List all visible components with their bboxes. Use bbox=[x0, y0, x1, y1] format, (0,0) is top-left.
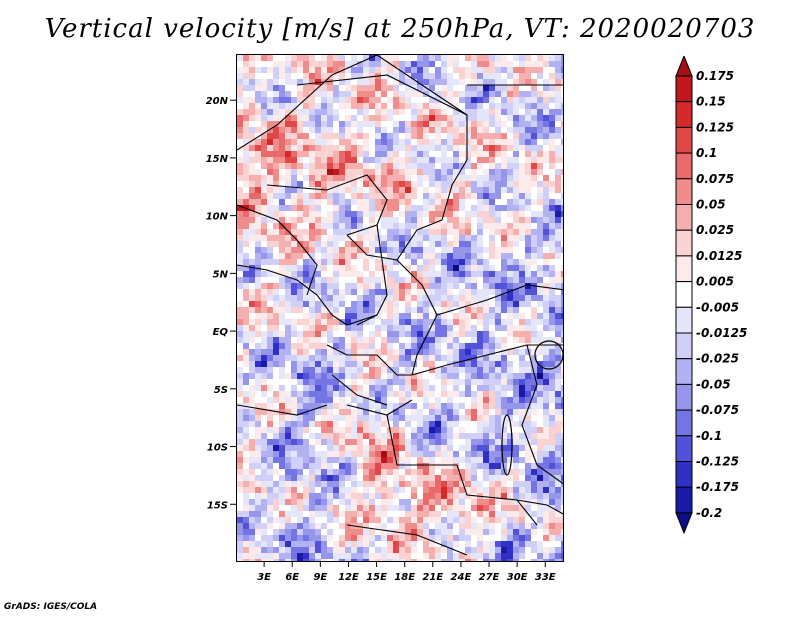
lat-tick-label: EQ bbox=[213, 327, 229, 338]
colorbar-segment bbox=[675, 101, 693, 128]
colorbar-segment bbox=[675, 126, 693, 154]
lake-tanganyika bbox=[501, 414, 513, 476]
border-line bbox=[346, 234, 438, 376]
lake-victoria bbox=[534, 340, 563, 370]
colorbar-segment bbox=[675, 306, 693, 334]
colorbar-level-label: -0.1 bbox=[696, 429, 722, 443]
lat-tick-label: 10S bbox=[207, 443, 228, 454]
colorbar-top-triangle bbox=[675, 56, 693, 77]
colorbar-segment bbox=[675, 229, 693, 257]
lon-tick-label: 3E bbox=[257, 572, 271, 583]
lat-tick-label: 15N bbox=[206, 154, 229, 165]
colorbar-bottom-triangle bbox=[675, 512, 693, 535]
colorbar-level-label: 0.025 bbox=[696, 223, 734, 237]
border-line bbox=[356, 224, 388, 326]
lon-tick-label: 12E bbox=[338, 572, 359, 583]
colorbar-level-label: 0.05 bbox=[696, 198, 726, 212]
colorbar-level-label: 0.15 bbox=[696, 95, 726, 109]
lon-tick-label: 15E bbox=[366, 572, 387, 583]
colorbar-level-label: 0.175 bbox=[696, 69, 734, 83]
border-line bbox=[326, 344, 412, 376]
lon-tick-label: 21E bbox=[422, 572, 443, 583]
colorbar-level-label: -0.075 bbox=[696, 403, 739, 417]
border-line bbox=[237, 264, 333, 316]
colorbar-segment bbox=[675, 178, 693, 206]
colorbar-level-label: -0.0125 bbox=[696, 326, 747, 340]
lon-tick-label: 30E bbox=[507, 572, 528, 583]
lon-tick-label: 9E bbox=[313, 572, 327, 583]
border-line bbox=[237, 204, 318, 296]
border-line bbox=[386, 414, 538, 526]
colorbar-level-label: -0.125 bbox=[696, 455, 739, 469]
lat-tick-label: 10N bbox=[206, 212, 229, 223]
lat-tick-label: 15S bbox=[207, 500, 228, 511]
colorbar-level-label: 0.125 bbox=[696, 120, 734, 134]
colorbar-level-label: -0.2 bbox=[696, 506, 722, 520]
border-line bbox=[521, 344, 563, 485]
colorbar-level-label: -0.005 bbox=[696, 300, 739, 314]
border-line bbox=[346, 524, 468, 556]
lat-tick-label: 5S bbox=[214, 385, 228, 396]
vertical-velocity-map bbox=[236, 54, 564, 562]
lon-tick-label: 18E bbox=[394, 572, 415, 583]
border-line bbox=[376, 55, 468, 116]
border-line bbox=[516, 499, 563, 515]
colorbar-level-label: -0.05 bbox=[696, 377, 731, 391]
border-line bbox=[396, 159, 468, 261]
colorbar-level-label: 0.005 bbox=[696, 275, 734, 289]
colorbar-segment bbox=[675, 75, 693, 103]
colorbar-segment bbox=[675, 332, 693, 360]
colorbar-segment bbox=[675, 281, 693, 308]
border-line bbox=[266, 174, 388, 236]
grads-credit: GrADS: IGES/COLA bbox=[4, 602, 98, 612]
lon-tick-label: 24E bbox=[451, 572, 472, 583]
lat-tick-label: 5N bbox=[213, 269, 229, 280]
field-cells bbox=[237, 55, 563, 561]
border-line bbox=[331, 374, 388, 406]
country-borders bbox=[237, 55, 563, 556]
map-title: Vertical velocity [m/s] at 250hPa, VT: 2… bbox=[44, 14, 756, 44]
lon-tick-label: 6E bbox=[285, 572, 299, 583]
colorbar-level-label: -0.175 bbox=[696, 480, 739, 494]
colorbar-segment bbox=[675, 204, 693, 231]
colorbar-segment bbox=[675, 255, 693, 283]
colorbar-segment bbox=[675, 383, 693, 411]
border-line bbox=[436, 284, 563, 316]
colorbar-segment bbox=[675, 358, 693, 385]
colorbar-level-label: 0.075 bbox=[696, 172, 734, 186]
border-line bbox=[237, 404, 328, 416]
lat-tick-label: 20N bbox=[206, 96, 229, 107]
colorbar-segment bbox=[675, 409, 693, 437]
velocity-field bbox=[237, 55, 563, 561]
colorbar-segment bbox=[675, 486, 693, 514]
border-line bbox=[237, 55, 378, 151]
colorbar: 0.175 0.15 0.125 0.1 0.075 0.05 0.025 0.0125 0.0… bbox=[675, 56, 747, 535]
lon-tick-label: 27E bbox=[479, 572, 500, 583]
colorbar-level-label: 0.1 bbox=[696, 146, 717, 160]
border-line bbox=[331, 314, 378, 326]
colorbar-level-label: -0.025 bbox=[696, 352, 739, 366]
colorbar-segment bbox=[675, 435, 693, 462]
colorbar-segment bbox=[675, 461, 693, 488]
colorbar-level-label: 0.0125 bbox=[696, 249, 742, 263]
lon-tick-label: 33E bbox=[535, 572, 556, 583]
border-line bbox=[296, 74, 468, 160]
colorbar-segment bbox=[675, 152, 693, 180]
